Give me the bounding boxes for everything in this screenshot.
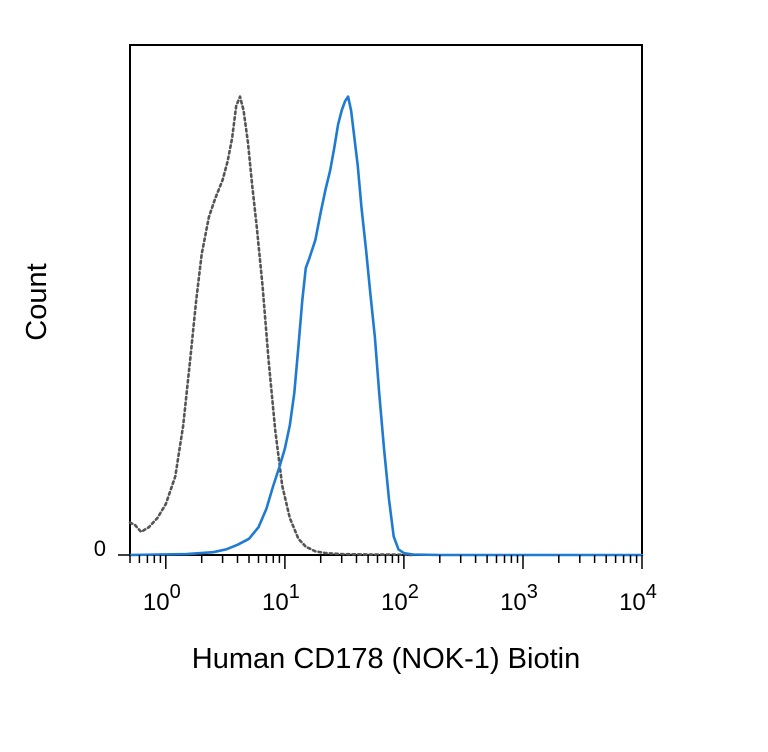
- x-axis-tick-labels: 100 101 102 103 104: [143, 581, 657, 616]
- series-line-stained: [128, 95, 644, 557]
- x-tick-exponent: 2: [408, 581, 419, 603]
- x-tick-exponent: 0: [170, 581, 181, 603]
- x-tick-label: 104: [619, 581, 657, 616]
- x-tick-base: 10: [262, 589, 289, 616]
- x-tick-label: 100: [143, 581, 181, 616]
- x-axis-title: Human CD178 (NOK-1) Biotin: [192, 643, 580, 675]
- x-tick-base: 10: [381, 589, 408, 616]
- series-line-control: [128, 95, 415, 557]
- x-tick-exponent: 4: [646, 581, 657, 603]
- x-tick-base: 10: [619, 589, 646, 616]
- x-tick-label: 103: [500, 581, 538, 616]
- x-axis-ticks: [129, 555, 643, 569]
- x-tick-exponent: 3: [527, 581, 538, 603]
- series-layer: [128, 95, 644, 557]
- x-tick-label: 102: [381, 581, 419, 616]
- x-tick-exponent: 1: [289, 581, 300, 603]
- y-axis-title: Count: [21, 263, 53, 340]
- x-tick-base: 10: [143, 589, 170, 616]
- y-axis-ticks: 0: [94, 536, 130, 561]
- y-tick-label: 0: [94, 536, 106, 561]
- x-tick-label: 101: [262, 581, 300, 616]
- x-tick-base: 10: [500, 589, 527, 616]
